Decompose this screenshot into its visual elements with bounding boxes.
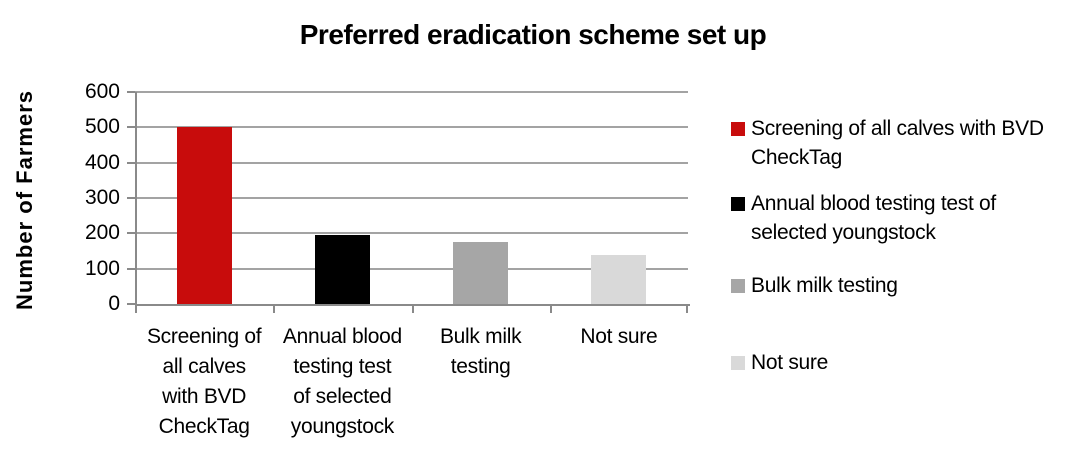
bar-bulk-milk [453, 242, 509, 304]
y-tick-600 [127, 91, 135, 93]
legend-item-not-sure: Not sure [731, 348, 828, 377]
y-tick-label-400: 400 [84, 150, 120, 174]
legend-label: Annual blood testing test of selected you… [751, 192, 996, 244]
y-tick-label-600: 600 [84, 80, 120, 103]
legend-item-annual-blood: Annual blood testing test of selected you… [731, 189, 996, 247]
y-tick-label-0: 0 [108, 292, 120, 315]
legend-swatch-icon [731, 356, 745, 370]
x-category-label-not-sure: Not sure [580, 325, 658, 348]
gridline-500 [135, 126, 688, 128]
x-tick-1 [273, 306, 276, 313]
x-tick-3 [549, 306, 552, 313]
legend-item-screening-of: Screening of all calves with BVD CheckTag [731, 114, 1044, 172]
y-tick-300 [127, 197, 135, 199]
x-axis-line [135, 304, 690, 306]
y-axis-line [135, 92, 137, 306]
x-category-label-annual-blood: Annual blood testing test of selected young… [282, 325, 402, 438]
chart-title: Preferred eradication scheme set up [299, 19, 767, 50]
x-tick-0 [135, 306, 137, 313]
legend-label: Screening of all calves with BVD CheckTag [751, 117, 1044, 169]
y-tick-label-500: 500 [84, 115, 120, 139]
gridline-100 [135, 268, 688, 270]
y-tick-0 [127, 303, 135, 305]
y-tick-400 [127, 161, 135, 164]
legend-swatch-icon [731, 279, 745, 293]
bar-not-sure [591, 254, 647, 304]
x-category-label-bulk-milk: Bulk milk testing [439, 325, 522, 378]
x-tick-4 [686, 306, 688, 313]
y-axis-title: Number of Farmers [12, 90, 37, 310]
bar-screening-of [176, 127, 232, 304]
gridline-400 [135, 162, 688, 164]
bar-annual-blood [314, 235, 370, 304]
legend-label: Not sure [751, 351, 828, 374]
legend-swatch-icon [731, 197, 745, 211]
x-tick-2 [411, 306, 414, 313]
y-tick-200 [127, 232, 135, 235]
y-tick-100 [127, 267, 135, 270]
gridline-300 [135, 197, 688, 199]
gridline-600 [135, 91, 688, 93]
y-tick-label-100: 100 [84, 256, 120, 280]
gridline-200 [135, 232, 688, 234]
legend-item-bulk-milk: Bulk milk testing [731, 271, 898, 300]
y-axis-title-container: Number of Farmers [6, 88, 44, 312]
y-tick-label-300: 300 [84, 186, 120, 209]
legend-label: Bulk milk testing [751, 274, 898, 297]
legend-swatch-icon [731, 122, 745, 136]
x-category-label-screening-of: Screening of all calves with BVD CheckTag [146, 325, 262, 438]
plot-area [135, 91, 688, 304]
y-tick-500 [127, 126, 135, 129]
y-tick-label-200: 200 [84, 221, 120, 245]
